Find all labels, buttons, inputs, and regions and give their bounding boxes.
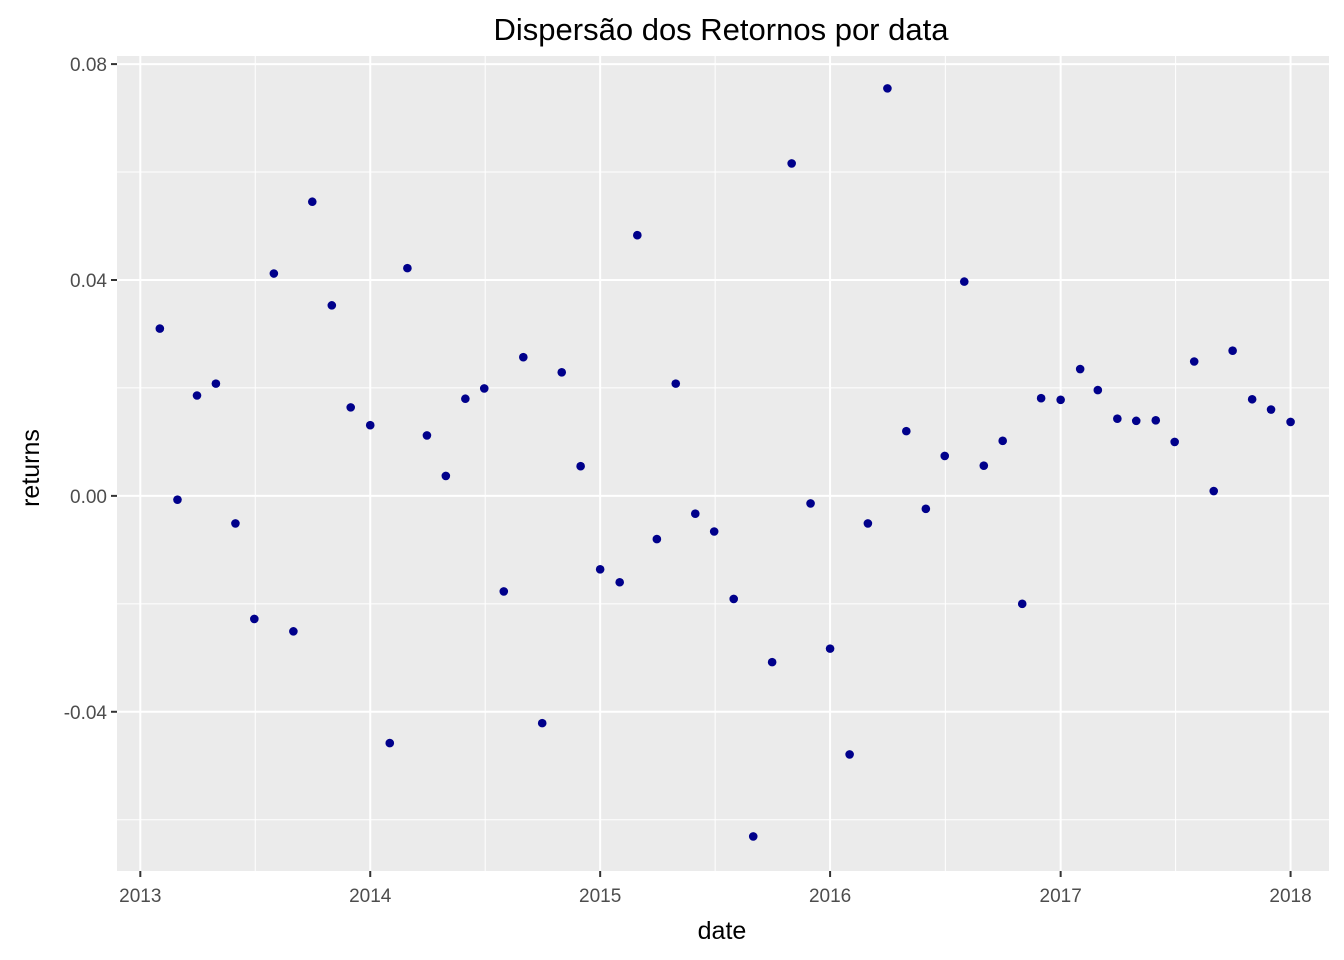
data-point: [902, 426, 911, 436]
data-point: [787, 159, 796, 168]
data-point: [1247, 394, 1257, 404]
data-point: [615, 577, 624, 587]
data-point: [709, 527, 719, 536]
data-point: [1017, 599, 1027, 609]
x-tick-label: 2016: [809, 886, 851, 907]
data-point: [863, 519, 873, 528]
data-point: [998, 436, 1007, 446]
data-point: [537, 718, 547, 728]
minor-gridlines: [117, 56, 1329, 871]
data-point: [307, 197, 317, 207]
data-point: [211, 379, 221, 388]
data-point: [690, 509, 700, 518]
plot-panel: [117, 56, 1329, 871]
data-point: [767, 657, 777, 667]
data-point: [231, 519, 240, 528]
data-point: [1266, 405, 1276, 414]
data-point: [1209, 486, 1219, 496]
data-point: [1036, 393, 1046, 403]
data-point: [519, 352, 528, 362]
y-axis-title: returns: [17, 429, 45, 507]
data-point: [806, 499, 815, 508]
x-tick-label: 2015: [579, 886, 621, 907]
data-point: [327, 301, 337, 310]
data-point: [461, 394, 470, 404]
data-point: [845, 750, 854, 759]
data-point: [365, 420, 375, 430]
data-point: [825, 644, 835, 653]
data-point: [557, 367, 567, 377]
data-point: [250, 614, 259, 624]
data-point: [921, 504, 931, 514]
y-axis: 0.08 0.04 0.00 -0.04: [64, 55, 117, 724]
data-point: [422, 431, 432, 440]
data-point: [1286, 417, 1295, 427]
data-point: [403, 263, 412, 273]
data-point: [671, 379, 681, 388]
data-point: [173, 495, 182, 504]
data-point: [1075, 364, 1085, 374]
data-point: [1151, 416, 1161, 425]
data-point: [1093, 385, 1103, 395]
data-point: [1189, 357, 1199, 366]
data-point: [1228, 346, 1237, 355]
data-point: [192, 391, 202, 400]
data-point: [289, 627, 298, 636]
y-tick-label: 0.00: [70, 487, 107, 508]
x-tick-label: 2013: [119, 886, 161, 907]
data-point: [729, 594, 739, 604]
data-points: [155, 84, 1295, 841]
data-point: [346, 403, 356, 412]
data-point: [633, 230, 642, 240]
data-point: [940, 451, 950, 461]
data-point: [576, 461, 585, 471]
data-point: [1170, 437, 1179, 447]
y-tick-label: 0.08: [70, 55, 107, 76]
x-axis-title: date: [698, 917, 747, 945]
data-point: [155, 324, 165, 333]
data-point: [652, 534, 662, 544]
data-point: [979, 461, 989, 470]
data-point: [479, 384, 489, 393]
major-gridlines: [117, 56, 1329, 871]
chart-title: Dispersão dos Retornos por data: [494, 12, 950, 47]
y-tick-label: 0.04: [70, 271, 107, 292]
data-point: [959, 277, 969, 286]
data-point: [499, 587, 509, 596]
data-point: [1056, 395, 1065, 405]
x-tick-label: 2018: [1269, 886, 1311, 907]
data-point: [1131, 416, 1141, 426]
y-tick-label: -0.04: [64, 703, 108, 724]
data-point: [269, 269, 279, 278]
data-point: [595, 564, 605, 574]
data-point: [883, 84, 892, 93]
x-tick-label: 2017: [1040, 886, 1082, 907]
data-point: [1113, 414, 1122, 424]
x-tick-label: 2014: [349, 886, 392, 907]
x-axis: 2013 2014 2015 2016 2017 2018: [119, 871, 1312, 907]
data-point: [441, 471, 451, 481]
data-point: [748, 832, 758, 841]
data-point: [385, 738, 395, 748]
